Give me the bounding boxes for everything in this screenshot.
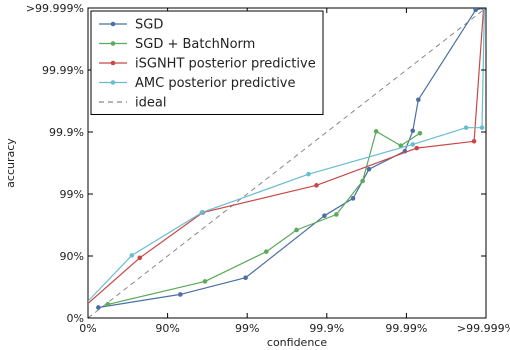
data-point-isgnht-posterior-predictive-0 (83, 303, 88, 308)
data-point-sgd-batchnorm-3 (294, 227, 299, 233)
data-point-sgd-3 (322, 213, 327, 218)
data-point-sgd-0 (96, 305, 101, 310)
data-point-sgd-batchnorm-4 (334, 212, 339, 217)
data-point-sgd-batchnorm-1 (202, 279, 208, 284)
data-point-sgd-2 (243, 275, 248, 281)
legend-box (90, 10, 324, 115)
data-point-sgd-9 (473, 8, 478, 13)
data-point-sgd-batchnorm-8 (417, 130, 423, 136)
legend-marker-amc-posterior-predictive (110, 80, 116, 85)
data-point-amc-posterior-predictive-3 (306, 171, 311, 177)
series-line-sgd-batchnorm (107, 130, 421, 305)
y-tick-label: 99.9% (49, 126, 84, 139)
series-line-amc-posterior-predictive (88, 8, 485, 303)
data-point-amc-posterior-predictive-7 (482, 8, 486, 11)
data-point-amc-posterior-predictive-2 (199, 210, 205, 215)
data-point-amc-posterior-predictive-4 (410, 142, 416, 147)
y-axis-ticks: 0% 90% 99% 99.9% 99.99% >99.999% (26, 2, 486, 325)
data-point-isgnht-posterior-predictive-1 (137, 255, 143, 261)
data-point-sgd-batchnorm-7 (398, 143, 404, 148)
x-axis-label: confidence (267, 336, 327, 349)
legend-marker-isgnht-posterior-predictive (110, 60, 116, 66)
x-tick-label: 99.99% (385, 322, 427, 335)
legend-marker-sgd (110, 21, 116, 27)
legend-label-isgnht-posterior-predictive: iSGNHT posterior predictive (135, 57, 316, 72)
data-point-amc-posterior-predictive-0 (81, 304, 86, 309)
data-point-sgd-4 (350, 196, 356, 201)
y-tick-label: 0% (67, 312, 84, 325)
x-tick-label: 90% (155, 322, 179, 335)
data-point-sgd-1 (178, 292, 183, 297)
legend-label-sgd-batchnorm: SGD + BatchNorm (135, 37, 255, 52)
data-point-amc-posterior-predictive-1 (129, 253, 135, 258)
data-point-amc-posterior-predictive-6 (479, 125, 485, 130)
plot-frame (87, 7, 487, 319)
data-point-isgnht-posterior-predictive-3 (314, 183, 319, 188)
data-point-sgd-7 (410, 128, 416, 134)
y-axis-label: accuracy (4, 138, 17, 188)
plot-area (81, 7, 487, 319)
y-tick-label: >99.999% (26, 2, 84, 15)
x-axis-ticks: 0% 90% 99% 99.9% 99.99% >99.999% (79, 8, 510, 335)
data-point-sgd-8 (416, 97, 421, 103)
legend-label-ideal: ideal (135, 96, 166, 111)
legend-label-sgd: SGD (135, 18, 163, 33)
y-tick-label: 99.99% (42, 64, 84, 77)
x-tick-label: 99.9% (309, 322, 344, 335)
y-tick-label: 99% (60, 188, 84, 201)
data-point-isgnht-posterior-predictive-4 (414, 145, 420, 151)
ideal-line (88, 8, 486, 318)
data-point-isgnht-posterior-predictive-5 (471, 139, 477, 144)
data-point-sgd-batchnorm-5 (360, 178, 365, 184)
legend-marker-sgd-batchnorm (110, 41, 116, 46)
y-tick-label: 90% (60, 250, 84, 263)
legend: SGD SGD + BatchNorm iSGNHT posterior predi… (90, 10, 324, 115)
data-point-amc-posterior-predictive-5 (463, 125, 469, 130)
x-tick-label: 99% (235, 322, 259, 335)
data-point-sgd-batchnorm-6 (373, 129, 379, 134)
data-point-sgd-batchnorm-0 (105, 302, 111, 307)
x-tick-label: >99.999% (457, 322, 510, 335)
data-point-sgd-5 (366, 166, 372, 172)
x-tick-label: 0% (79, 322, 96, 335)
legend-label-amc-posterior-predictive: AMC posterior predictive (135, 76, 296, 91)
data-point-sgd-batchnorm-2 (264, 249, 269, 254)
